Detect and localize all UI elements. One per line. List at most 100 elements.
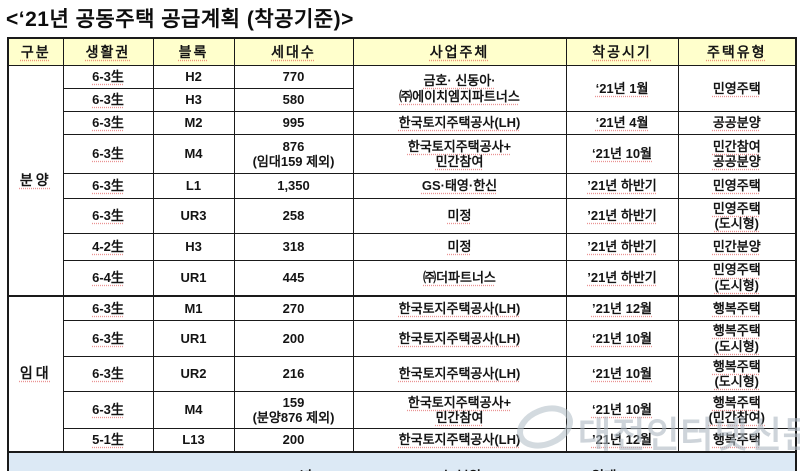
table-header-row: 구분 생활권 블록 세대수 사업주체 착공시기 주택유형 <box>7 37 797 66</box>
cell-units: 445 <box>233 260 354 296</box>
cell-start: ’21년 12월 <box>565 294 679 321</box>
cell-area: 6-3生 <box>62 88 154 112</box>
cell-developer: ㈜더파트너스 <box>352 260 567 296</box>
header-units: 세대수 <box>233 37 354 66</box>
cell-area: 6-3生 <box>62 294 154 321</box>
total-rental-units: 임대 1,045) <box>569 469 681 471</box>
header-category: 구분 <box>7 37 64 66</box>
cell-block: UR2 <box>152 356 235 392</box>
cell-block: L13 <box>152 428 235 452</box>
cell-area: 6-3生 <box>62 198 154 234</box>
table-row: 6-3生 M2 995 한국토지주택공사(LH) ‘21년 4월 공공분양 <box>8 111 797 135</box>
cell-developer: 금호· 신동아· ㈜에이치엠지파트너스 <box>352 65 567 112</box>
table-row: 6-3生 UR3 258 미정 ’21년 하반기 민영주택 (도시형) <box>8 198 797 234</box>
cell-developer: 한국토지주택공사+ 민간참여 <box>352 134 567 174</box>
cell-area: 6-3生 <box>62 173 154 199</box>
header-start-date: 착공시기 <box>565 37 679 66</box>
cell-type: 민간분양 <box>677 233 797 261</box>
header-block: 블록 <box>152 37 235 66</box>
cell-start: ’21년 하반기 <box>565 173 679 199</box>
cell-developer: 한국토지주택공사(LH) <box>352 356 567 392</box>
cell-units: 770 <box>233 65 354 89</box>
cell-units: 1,350 <box>233 173 354 199</box>
cell-type: 행복주택 (민간참여) <box>677 391 797 429</box>
article-table-page: <‘21년 공동주택 공급계획 (착공기준)> 구분 생활권 블록 세대수 사업… <box>0 3 800 471</box>
cell-start: ‘21년 10월 <box>565 356 679 392</box>
cell-area: 6-3生 <box>62 356 154 392</box>
cell-block: H3 <box>152 88 235 112</box>
cell-units: 258 <box>233 198 354 234</box>
cell-start: ‘21년 1월 <box>565 65 679 112</box>
cell-units: 200 <box>233 428 354 452</box>
cell-type: 행복주택 <box>677 294 797 321</box>
cell-block: M2 <box>152 111 235 135</box>
cell-area: 6-3生 <box>62 320 154 357</box>
cell-start: ‘21년 10월 <box>565 320 679 357</box>
table-row: 6-3生 UR2 216 한국토지주택공사(LH) ‘21년 10월 행복주택 … <box>8 356 797 392</box>
table-row: 6-3生 UR1 200 한국토지주택공사(LH) ‘21년 10월 행복주택 … <box>8 320 797 357</box>
header-housing-type: 주택유형 <box>677 37 797 66</box>
cell-developer: 한국토지주택공사(LH) <box>352 111 567 135</box>
cell-units: 318 <box>233 233 354 261</box>
cell-type: 민영주택 <box>677 65 797 112</box>
total-row-layout: ‘21년 6,637호(분양 5,592 임대 1,045) <box>11 469 793 471</box>
table-total-row: ‘21년 6,637호(분양 5,592 임대 1,045) <box>7 450 797 471</box>
cell-area: 6-3生 <box>62 134 154 174</box>
table-row: 6-3生 M4 876 (임대159 제외) 한국토지주택공사+ 민간참여 ‘2… <box>8 134 797 174</box>
cell-area: 6-3生 <box>62 65 154 89</box>
cell-type: 행복주택 <box>677 428 797 452</box>
cell-developer: 미정 <box>352 233 567 261</box>
cell-units: 159 (분양876 제외) <box>233 391 354 429</box>
cell-start: ’21년 하반기 <box>565 260 679 296</box>
header-developer: 사업주체 <box>352 37 567 66</box>
cell-area: 6-3生 <box>62 111 154 135</box>
cell-type: 민영주택 (도시형) <box>677 260 797 296</box>
cell-type: 행복주택 (도시형) <box>677 356 797 392</box>
cell-area: 4-2生 <box>62 233 154 261</box>
cell-developer: 한국토지주택공사+ 민간참여 <box>352 391 567 429</box>
cell-developer: GS·태영·한신 <box>352 173 567 199</box>
table-row: 6-3生 M4 159 (분양876 제외) 한국토지주택공사+ 민간참여 ‘2… <box>8 391 797 429</box>
cell-block: M4 <box>152 134 235 174</box>
table-row: 분양 6-3生 H2 770 금호· 신동아· ㈜에이치엠지파트너스 ‘21년 … <box>7 65 797 296</box>
cell-developer: 한국토지주택공사(LH) <box>352 428 567 452</box>
cell-type: 민영주택 (도시형) <box>677 198 797 234</box>
cell-block: UR3 <box>152 198 235 234</box>
cell-block: UR1 <box>152 320 235 357</box>
total-year: ‘21년 <box>237 469 356 471</box>
table-row: 5-1生 L13 200 한국토지주택공사(LH) ’21년 12월 행복주택 <box>8 428 797 452</box>
total-row-cell: ‘21년 6,637호(분양 5,592 임대 1,045) <box>7 450 797 471</box>
cell-developer: 한국토지주택공사(LH) <box>352 320 567 357</box>
cell-units: 216 <box>233 356 354 392</box>
cell-area: 6-4生 <box>62 260 154 296</box>
cell-units: 876 (임대159 제외) <box>233 134 354 174</box>
cell-block: H3 <box>152 233 235 261</box>
cell-start: ’21년 하반기 <box>565 233 679 261</box>
table-row: 6-4生 UR1 445 ㈜더파트너스 ’21년 하반기 민영주택 (도시형) <box>8 260 797 296</box>
cell-block: L1 <box>152 173 235 199</box>
cell-start: ’21년 12월 <box>565 428 679 452</box>
header-living-zone: 생활권 <box>62 37 154 66</box>
cell-type: 행복주택 (도시형) <box>677 320 797 357</box>
group-cell-rental: 임대 <box>7 294 64 452</box>
total-units: 6,637호(분양 5,592 <box>356 469 569 471</box>
cell-block: UR1 <box>152 260 235 296</box>
cell-type: 공공분양 <box>677 111 797 135</box>
cell-area: 6-3生 <box>62 391 154 429</box>
cell-type: 민간참여 공공분양 <box>677 134 797 174</box>
table-row: 6-3生 L1 1,350 GS·태영·한신 ’21년 하반기 민영주택 <box>8 173 797 199</box>
cell-start: ‘21년 10월 <box>565 134 679 174</box>
cell-units: 200 <box>233 320 354 357</box>
cell-start: ‘21년 10월 <box>565 391 679 429</box>
cell-units: 270 <box>233 294 354 321</box>
table-row: 임대 6-3生 M1 270 한국토지주택공사(LH) ’21년 12월 행복주… <box>7 294 797 452</box>
cell-area: 5-1生 <box>62 428 154 452</box>
group-cell-sale: 분양 <box>7 65 64 296</box>
supply-plan-table: 구분 생활권 블록 세대수 사업주체 착공시기 주택유형 분양 6-3生 H2 … <box>7 37 797 471</box>
cell-units: 995 <box>233 111 354 135</box>
cell-type: 민영주택 <box>677 173 797 199</box>
cell-block: M1 <box>152 294 235 321</box>
cell-start: ‘21년 4월 <box>565 111 679 135</box>
cell-developer: 한국토지주택공사(LH) <box>352 294 567 321</box>
table-row: 4-2生 H3 318 미정 ’21년 하반기 민간분양 <box>8 233 797 261</box>
